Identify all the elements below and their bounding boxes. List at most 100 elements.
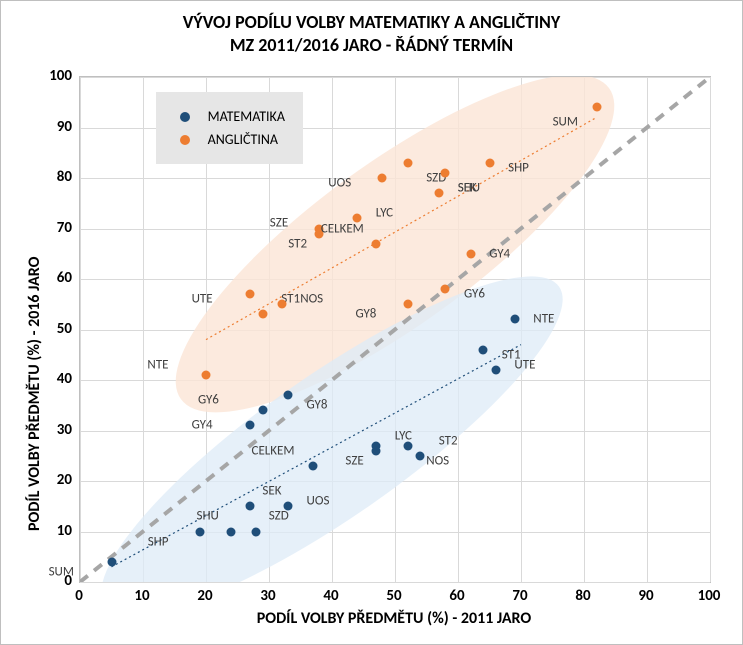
point-label: UOS (307, 494, 330, 509)
point-label: NOS (300, 292, 323, 307)
y-tick-label: 90 (44, 118, 72, 136)
y-tick-label: 70 (44, 219, 72, 237)
title-line-1: VÝVOJ PODÍLU VOLBY MATEMATIKY A ANGLIČTI… (1, 11, 742, 34)
point-english (441, 285, 450, 294)
y-tick-label: 60 (44, 269, 72, 287)
legend-marker-icon (180, 112, 190, 122)
point-label: GY8 (355, 307, 376, 322)
point-math (283, 502, 292, 511)
point-label: NTE (533, 312, 554, 327)
chart-title: VÝVOJ PODÍLU VOLBY MATEMATIKY A ANGLIČTI… (1, 1, 742, 56)
x-tick-label: 90 (638, 587, 653, 605)
point-label: GY8 (307, 398, 328, 413)
point-label: GY4 (192, 418, 213, 433)
x-tick-label: 60 (449, 587, 464, 605)
y-tick-label: 0 (44, 572, 72, 590)
point-label: SZD (269, 509, 289, 524)
point-math (227, 527, 236, 536)
point-math (246, 421, 255, 430)
point-label: SUM (553, 115, 578, 130)
x-tick-label: 70 (512, 587, 527, 605)
point-math (107, 557, 116, 566)
legend-label: MATEMATIKA (208, 108, 285, 125)
point-english (403, 300, 412, 309)
point-english (258, 310, 267, 319)
point-math (372, 441, 381, 450)
y-tick-label: 20 (44, 471, 72, 489)
point-math (252, 527, 261, 536)
y-tick-label: 100 (44, 67, 72, 85)
point-math (195, 527, 204, 536)
gridline-h (80, 330, 710, 331)
point-english (435, 189, 444, 198)
gridline-h (80, 229, 710, 230)
point-english (592, 103, 601, 112)
point-english (277, 300, 286, 309)
point-label: SEK (262, 484, 281, 499)
gridline-v (710, 77, 711, 582)
trendline-math (112, 345, 522, 567)
point-english (485, 158, 494, 167)
point-label: UTE (192, 292, 213, 307)
plot-area: SUM SHP SHU SZD SEK UOS CELKEM GY4 LYC SZE NOS ST2 G… (79, 76, 711, 583)
point-label: UOS (328, 176, 351, 191)
point-label: NOS (426, 453, 449, 468)
point-math (491, 365, 500, 374)
gridline-h (80, 77, 710, 78)
point-label: SHP (148, 534, 169, 549)
point-english (441, 168, 450, 177)
point-math (246, 502, 255, 511)
point-english (372, 239, 381, 248)
x-tick-label: 30 (260, 587, 275, 605)
y-tick-label: 10 (44, 522, 72, 540)
legend-item: ANGLIČTINA (168, 131, 285, 148)
point-label: SZE (345, 453, 363, 468)
x-axis-label: PODÍL VOLBY PŘEDMĚTU (%) - 2011 JARO (79, 609, 709, 628)
x-tick-label: 100 (698, 587, 721, 605)
point-english (466, 249, 475, 258)
point-label: GY6 (198, 393, 219, 408)
title-line-2: MZ 2011/2016 JARO - ŘÁDNÝ TERMÍN (1, 34, 742, 57)
legend-item: MATEMATIKA (168, 108, 285, 125)
point-label: SHU (458, 181, 480, 196)
point-label: CELKEM (252, 443, 295, 458)
chart-container: VÝVOJ PODÍLU VOLBY MATEMATIKY A ANGLIČTI… (0, 0, 743, 645)
point-label: LYC (376, 206, 393, 221)
point-label: ST2 (439, 433, 458, 448)
point-label: SHP (508, 160, 529, 175)
legend-label: ANGLIČTINA (208, 131, 278, 148)
y-tick-label: 80 (44, 168, 72, 186)
gridline-h (80, 279, 710, 280)
point-english (378, 174, 387, 183)
x-tick-label: 10 (134, 587, 149, 605)
point-math (510, 315, 519, 324)
y-tick-label: 30 (44, 421, 72, 439)
point-math (309, 461, 318, 470)
gridline-v (521, 77, 522, 582)
gridline-h (80, 178, 710, 179)
y-tick-label: 40 (44, 370, 72, 388)
point-english (202, 370, 211, 379)
point-label: GY6 (464, 287, 485, 302)
point-label: GY4 (489, 246, 510, 261)
point-label: ST1 (502, 347, 521, 362)
point-label: SZE (270, 216, 288, 231)
gridline-v (584, 77, 585, 582)
x-tick-label: 0 (75, 587, 83, 605)
point-math (283, 391, 292, 400)
gridline-h (80, 582, 710, 583)
y-tick-label: 50 (44, 320, 72, 338)
point-math (403, 441, 412, 450)
point-label: ST2 (288, 236, 307, 251)
legend: MATEMATIKA ANGLIČTINA (156, 92, 303, 164)
gridline-v (458, 77, 459, 582)
legend-marker-icon (180, 135, 190, 145)
x-tick-label: 20 (197, 587, 212, 605)
y-axis-label: PODÍL VOLBY PŘEDMĚTU (%) - 2016 JARO (25, 257, 44, 531)
x-tick-label: 50 (386, 587, 401, 605)
point-math (416, 451, 425, 460)
point-math (479, 345, 488, 354)
gridline-v (647, 77, 648, 582)
point-label: CELKEM (321, 221, 364, 236)
x-tick-label: 40 (323, 587, 338, 605)
